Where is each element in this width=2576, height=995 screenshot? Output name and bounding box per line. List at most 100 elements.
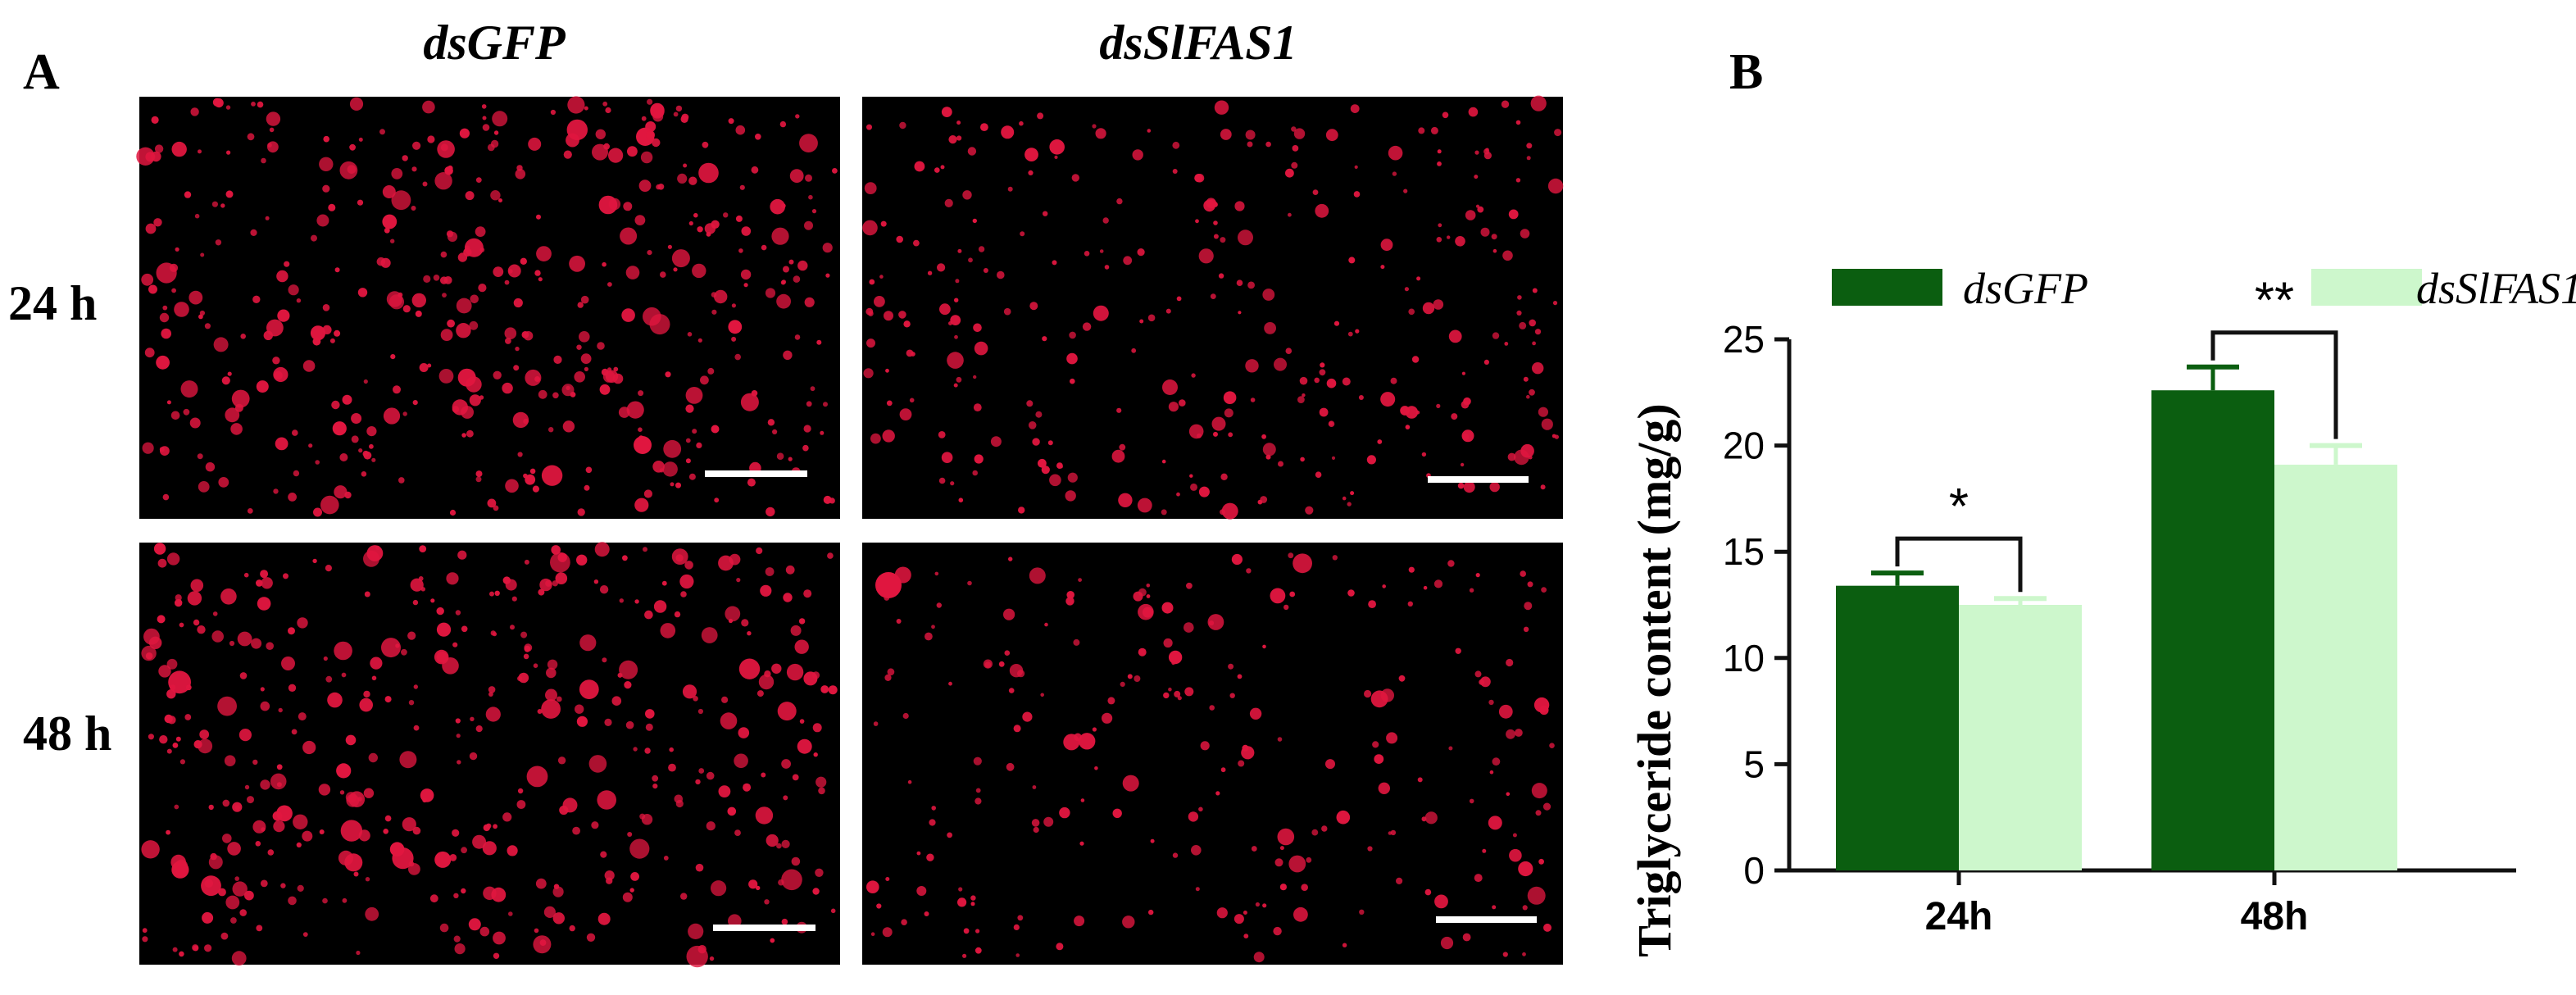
lipid-droplet — [1515, 729, 1523, 737]
lipid-droplet — [1147, 129, 1152, 133]
lipid-droplet — [1251, 846, 1257, 852]
lipid-droplet — [1073, 638, 1080, 646]
lipid-droplet — [210, 852, 217, 861]
lipid-droplet — [455, 718, 461, 724]
lipid-droplet — [449, 509, 457, 516]
lipid-droplet — [1127, 674, 1133, 679]
lipid-droplet — [1279, 884, 1287, 891]
lipid-droplet — [1107, 697, 1115, 705]
lipid-droplet — [698, 162, 719, 184]
lipid-droplet — [401, 648, 407, 656]
lipid-droplet — [198, 481, 210, 493]
lipid-droplet — [630, 872, 639, 881]
lipid-droplet — [1063, 734, 1080, 751]
lipid-droplet — [1378, 782, 1391, 794]
lipid-droplet — [599, 585, 609, 594]
lipid-droplet — [399, 751, 417, 769]
lipid-droplet — [252, 759, 258, 766]
lipid-droplet — [1332, 555, 1338, 561]
lipid-droplet — [555, 572, 568, 584]
lipid-droplet — [1447, 235, 1451, 239]
lipid-droplet — [478, 284, 487, 293]
lipid-droplet — [816, 776, 827, 788]
lipid-droplet — [1134, 675, 1141, 682]
lipid-droplet — [502, 812, 512, 822]
lipid-droplet — [634, 599, 639, 604]
lipid-droplet — [790, 625, 802, 636]
lipid-droplet — [1013, 725, 1021, 733]
lipid-droplet — [390, 354, 396, 360]
lipid-droplet — [876, 903, 882, 909]
lipid-droplet — [1111, 449, 1125, 463]
lipid-droplet — [1197, 433, 1202, 438]
lipid-droplet — [799, 719, 805, 724]
lipid-droplet — [660, 623, 676, 638]
lipid-droplet — [720, 712, 738, 729]
lipid-droplet — [955, 279, 960, 284]
lipid-droplet — [392, 847, 414, 870]
lipid-droplet — [1504, 342, 1509, 346]
lipid-droplet — [1191, 373, 1196, 378]
lipid-droplet — [973, 323, 982, 333]
lipid-droplet — [537, 709, 543, 714]
lipid-droplet — [153, 543, 166, 555]
lipid-droplet — [798, 618, 806, 625]
lipid-droplet — [521, 331, 529, 338]
lipid-droplet — [190, 579, 204, 593]
lipid-droplet — [436, 622, 452, 637]
lipid-droplet — [755, 806, 774, 825]
lipid-droplet — [296, 298, 302, 303]
lipid-droplet — [1212, 202, 1218, 207]
lipid-droplet — [1220, 237, 1226, 243]
lipid-droplet — [443, 276, 452, 284]
lipid-droplet — [1488, 816, 1502, 830]
lipid-droplet — [461, 625, 468, 633]
lipid-droplet — [1040, 693, 1044, 697]
lipid-droplet — [156, 355, 170, 370]
lipid-droplet — [645, 723, 653, 731]
lipid-droplet — [1265, 141, 1271, 148]
lipid-droplet — [1462, 933, 1471, 942]
micrograph-24h-dsslfas1 — [862, 95, 1564, 520]
lipid-droplet — [1354, 165, 1358, 169]
lipid-droplet — [363, 690, 370, 698]
lipid-droplet — [465, 191, 475, 201]
lipid-droplet — [693, 212, 698, 218]
lipid-droplet — [198, 149, 202, 154]
lipid-droplet — [1213, 234, 1219, 239]
lipid-droplet — [611, 696, 622, 706]
lipid-droplet — [516, 165, 523, 171]
lipid-droplet — [617, 672, 623, 678]
lipid-droplet — [1184, 622, 1194, 633]
lipid-droplet — [550, 109, 557, 116]
lipid-droplet — [1461, 371, 1465, 375]
lipid-droplet — [1277, 828, 1295, 846]
lipid-droplet — [830, 908, 836, 914]
lipid-droplet — [1255, 902, 1260, 907]
lipid-droplet — [1059, 806, 1070, 819]
lipid-droplet — [728, 914, 742, 928]
lipid-droplet — [718, 555, 734, 571]
lipid-droplet — [541, 699, 561, 719]
lipid-droplet — [899, 408, 912, 420]
lipid-droplet — [1137, 498, 1152, 513]
lipid-droplet — [931, 625, 935, 629]
lipid-droplet — [175, 598, 183, 607]
lipid-droplet — [475, 725, 483, 733]
lipid-droplet — [1137, 248, 1145, 257]
lipid-droplet — [1082, 322, 1092, 331]
lipid-droplet — [1006, 762, 1015, 771]
lipid-droplet — [1311, 829, 1319, 836]
lipid-droplet — [1265, 454, 1271, 460]
lipid-droplet — [1003, 608, 1015, 620]
lipid-droplet — [423, 275, 431, 283]
lipid-droplet — [488, 686, 496, 693]
lipid-droplet — [1538, 407, 1548, 417]
lipid-droplet — [199, 310, 205, 316]
bar-dsGFP-24h — [1836, 585, 1959, 870]
lipid-droplet — [1333, 320, 1340, 326]
lipid-droplet — [381, 638, 401, 658]
lipid-droplet — [1386, 732, 1398, 744]
lipid-droplet — [227, 842, 241, 856]
lipid-droplet — [718, 785, 731, 797]
